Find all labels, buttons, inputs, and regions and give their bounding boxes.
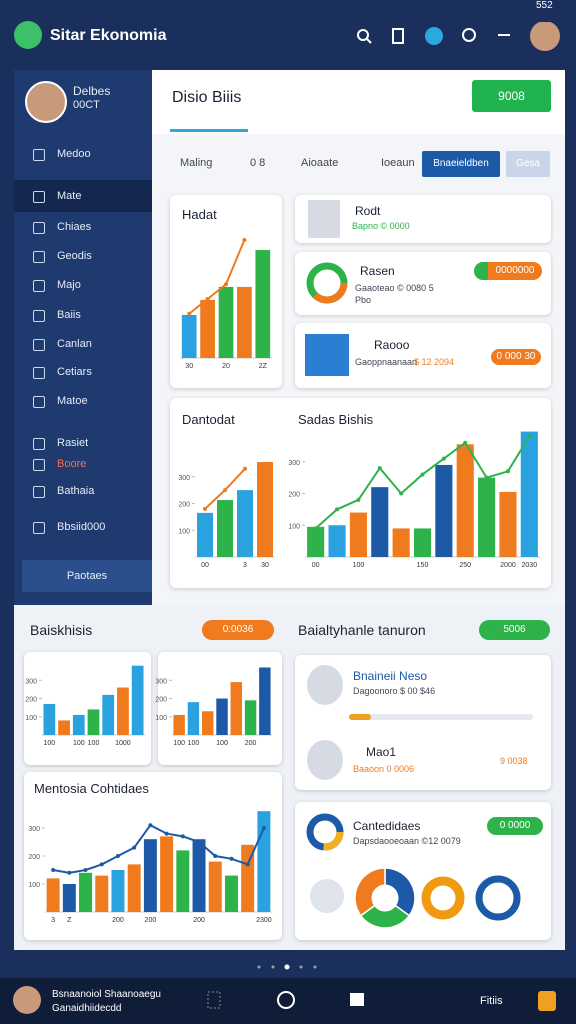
notify-icon[interactable] <box>425 27 443 45</box>
card-hadat <box>170 195 282 388</box>
status-text: 552 <box>536 0 553 11</box>
user-icon[interactable] <box>462 28 476 42</box>
tab[interactable]: Ioeaun <box>381 157 415 169</box>
main-title: Disio Biiis <box>172 89 242 106</box>
menu-icon <box>33 367 45 379</box>
profile-avatar <box>25 81 67 123</box>
menu-icon <box>33 459 45 471</box>
profile-sub: 00CT <box>73 99 100 111</box>
person-value: $ 12 2094 <box>414 357 455 367</box>
menu-item[interactable]: Majo <box>57 279 81 291</box>
mini-chart-card <box>24 652 151 765</box>
decor-donuts <box>306 813 521 921</box>
app-title: Sitar Ekonomia <box>50 27 167 44</box>
menu-icon <box>33 222 45 234</box>
menu-item[interactable]: Boore <box>57 458 87 470</box>
bottom-bar <box>0 978 576 1024</box>
pill[interactable]: 0:0036 <box>202 620 274 640</box>
chart-title: Dantodat <box>182 412 235 427</box>
person-name: Rodt <box>355 204 381 218</box>
progress-fill <box>349 714 371 720</box>
menu-icon <box>33 310 45 322</box>
page-dots <box>255 958 325 970</box>
sidebar-button[interactable]: Paotaes <box>22 560 152 592</box>
tab[interactable]: Bnaeieldben <box>422 151 500 177</box>
doc-icon[interactable] <box>392 28 404 44</box>
search-icon-handle <box>366 38 372 44</box>
person-name: Rasen <box>360 264 395 278</box>
footer-label[interactable]: Fitiis <box>480 995 503 1007</box>
menu-icon <box>33 251 45 263</box>
logo[interactable] <box>14 21 42 49</box>
chart-title: Sadas Bishis <box>298 412 374 427</box>
footer-icon[interactable] <box>538 991 556 1011</box>
tab-underline <box>170 129 248 132</box>
menu-item[interactable]: Medoo <box>57 148 91 160</box>
tab[interactable]: Gesa <box>506 151 550 177</box>
person-name: Bnaineii Neso <box>353 669 428 683</box>
menu-item[interactable]: Mate <box>57 190 82 202</box>
footer-avatar <box>13 986 41 1014</box>
person-photo <box>305 334 349 376</box>
menu-icon <box>33 438 45 450</box>
badge: 9 0038 <box>500 756 528 766</box>
primary-button[interactable]: 9008 <box>472 80 551 112</box>
person-detail: Bapno © 0000 <box>352 221 410 231</box>
footer-icons <box>207 991 364 1009</box>
person-detail: Gaaoteao © 0080 5 <box>355 283 434 293</box>
menu-item[interactable]: Geodis <box>57 250 92 262</box>
top-bar <box>0 0 576 62</box>
donut-icon <box>306 262 348 304</box>
tab[interactable]: 0 8 <box>250 157 266 169</box>
avatar[interactable] <box>530 22 560 51</box>
badge[interactable]: 0 000 30 <box>491 349 541 365</box>
mini-chart-card <box>158 652 282 765</box>
top-icons <box>357 22 560 51</box>
profile-name: Delbes <box>73 84 111 98</box>
footer-sub: Ganaidhiidecdd <box>52 1003 122 1014</box>
pill[interactable]: 5006 <box>479 620 550 640</box>
search-icon[interactable] <box>357 29 369 41</box>
section-title: Baiskhisis <box>30 622 93 638</box>
menu-icon <box>33 486 45 498</box>
person-name: Raooo <box>374 338 410 352</box>
menu-item[interactable]: Chiaes <box>57 221 92 233</box>
tab[interactable]: Aioaate <box>301 157 339 169</box>
chart-title: Hadat <box>182 207 217 222</box>
chart-card <box>24 772 282 940</box>
menu-item[interactable]: Cetiars <box>57 366 92 378</box>
menu-icon <box>33 522 45 534</box>
menu-item[interactable]: Bathaia <box>57 485 95 497</box>
sidebar <box>14 70 152 605</box>
footer-name: Bsnaanoiol Shaanoaegu <box>52 989 161 1000</box>
menu-item[interactable]: Matoe <box>57 395 88 407</box>
person-name: Mao1 <box>366 745 397 759</box>
menu-icon <box>33 339 45 351</box>
menu-item[interactable]: Canlan <box>57 338 92 350</box>
chart-title: Mentosia Cohtidaes <box>34 781 149 796</box>
menu-icon <box>33 191 45 203</box>
person-detail: Dagoonoro $ 00 $46 <box>353 686 436 696</box>
pill[interactable]: 0 0000 <box>487 817 543 835</box>
section-title: Baialtyhanle tanuron <box>298 622 426 638</box>
progress-track <box>349 714 533 720</box>
chart-title: Cantedidaes <box>353 819 421 833</box>
menu-item[interactable]: Baiis <box>57 309 81 321</box>
person-photo <box>307 740 343 780</box>
badge[interactable]: 0000000 <box>474 262 542 280</box>
person-photo <box>307 665 343 705</box>
active-item-bg <box>14 180 152 212</box>
person-detail: Baaoon 0 0006 <box>353 764 415 774</box>
person-detail: Gaoppnaanaan <box>355 357 418 367</box>
person-photo <box>308 200 340 238</box>
chart-subtitle: Dapsdaooeoaan ©12 0079 <box>353 836 461 846</box>
menu-item[interactable]: Rasiet <box>57 437 89 449</box>
person-detail: Pbo <box>355 295 372 305</box>
tab[interactable]: Maling <box>180 157 213 169</box>
menu-icon <box>33 280 45 292</box>
menu-icon <box>33 149 45 161</box>
menu-item[interactable]: Bbsiid000 <box>57 521 106 533</box>
menu-icon <box>33 396 45 408</box>
